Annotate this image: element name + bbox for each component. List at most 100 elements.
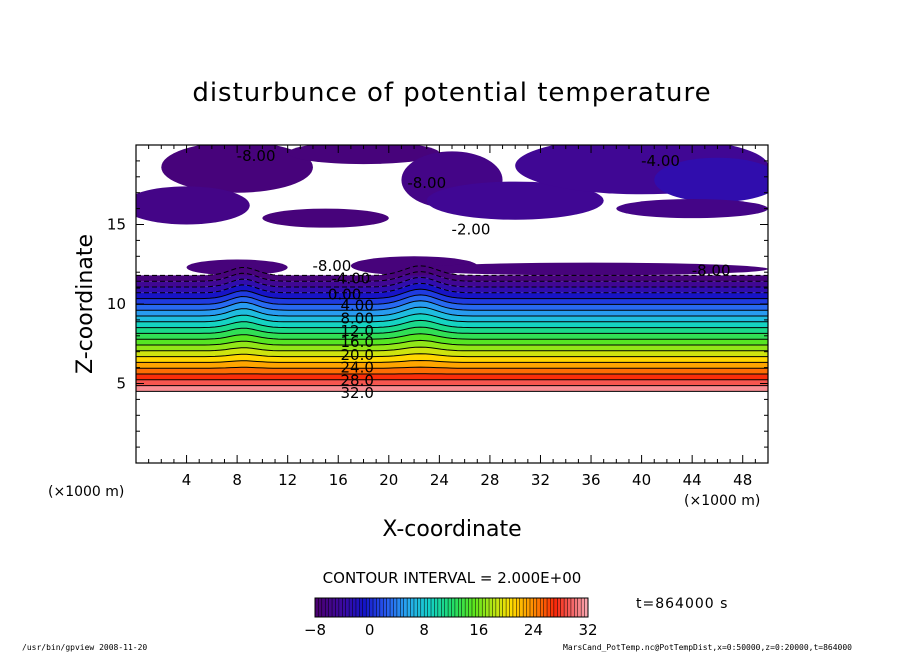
contour-label: 24.0 xyxy=(340,359,373,377)
colorbar-cell xyxy=(478,598,483,617)
colorbar-cell xyxy=(352,598,357,617)
colorbar-cell xyxy=(509,598,514,617)
colorbar-cell xyxy=(451,598,456,617)
contour-label: -4.00 xyxy=(641,152,680,170)
contour-line xyxy=(136,313,768,323)
colorbar-cell xyxy=(410,598,415,617)
colorbar-cell xyxy=(437,598,442,617)
colorbar-frame xyxy=(314,597,589,618)
contour-line-layer xyxy=(136,265,768,392)
turbulent-region xyxy=(287,145,440,165)
x-tick-label: 44 xyxy=(683,471,702,489)
colorbar-cell xyxy=(564,598,568,617)
contour-band xyxy=(136,333,768,345)
contour-label: 32.0 xyxy=(340,384,373,402)
colorbar-cell xyxy=(373,598,377,617)
turbulent-region xyxy=(616,199,768,219)
contour-band xyxy=(136,327,768,340)
colorbar-cell xyxy=(328,598,333,617)
contour-line xyxy=(136,282,768,294)
colorbar-cell xyxy=(400,598,405,617)
contour-label: -8.00 xyxy=(692,262,731,280)
colorbar-cell xyxy=(574,598,579,617)
turbulent-region xyxy=(654,157,768,203)
colorbar-tick-label: 8 xyxy=(419,621,429,639)
contour-interval-text: CONTOUR INTERVAL = 2.000E+00 xyxy=(323,569,582,587)
contour-line xyxy=(136,359,768,363)
contour-band xyxy=(136,353,768,363)
colorbar-cell xyxy=(516,598,521,617)
contour-label: 28.0 xyxy=(340,371,373,389)
x-tick-label: 4 xyxy=(182,471,192,489)
contour-label: -2.00 xyxy=(452,220,491,238)
colorbar-cell xyxy=(475,598,480,617)
colorbar-cell xyxy=(434,598,439,617)
y-axis-ticks: 5 10 15 xyxy=(107,160,768,448)
footer-right: MarsCand_PotTemp.nc@PotTempDist,x=0:5000… xyxy=(563,643,852,652)
x-tick-label: 12 xyxy=(278,471,297,489)
turbulent-region xyxy=(414,262,768,276)
contour-band xyxy=(136,385,768,392)
colorbar-cell xyxy=(349,598,353,617)
contour-band xyxy=(136,265,768,282)
contour-line xyxy=(136,333,768,340)
colorbar-cell xyxy=(454,598,459,617)
contour-label: 4.00 xyxy=(340,297,373,315)
colorbar-cell xyxy=(448,598,452,617)
colorbar-cell xyxy=(560,598,565,617)
colorbar-cell xyxy=(567,598,572,617)
time-label: t=864000 s xyxy=(636,596,728,612)
x-unit-left: (×1000 m) xyxy=(48,484,124,500)
x-unit-right: (×1000 m) xyxy=(684,493,760,509)
y-axis-label: Z-coordinate xyxy=(73,234,98,374)
colorbar-cell xyxy=(431,598,435,617)
colorbar-cell xyxy=(325,598,329,617)
x-tick-label: 36 xyxy=(581,471,600,489)
colorbar-cell xyxy=(519,598,524,617)
x-axis-label: X-coordinate xyxy=(382,517,521,542)
turbulent-region xyxy=(186,259,288,276)
contour-band xyxy=(136,307,768,322)
colorbar-cell xyxy=(444,598,449,617)
contour-line xyxy=(136,276,768,288)
y-tick-label: 10 xyxy=(107,295,126,313)
colorbar-cell xyxy=(553,598,558,617)
contour-label: 20.0 xyxy=(340,346,373,364)
turbulent-region xyxy=(262,208,389,228)
colorbar-cell xyxy=(485,598,490,617)
colorbar-tick-label: 32 xyxy=(578,621,597,639)
x-tick-label: 24 xyxy=(430,471,449,489)
colorbar-cell xyxy=(584,598,589,617)
contour-band xyxy=(136,379,768,386)
y-tick-label: 5 xyxy=(116,375,126,393)
chart-title: disturbunce of potential temperature xyxy=(192,78,711,108)
plot-area: -8.00-8.00-4.00-2.00-8.00-4.000.004.008.… xyxy=(107,144,769,489)
colorbar-cell xyxy=(461,598,466,617)
contour-band xyxy=(136,271,768,287)
contour-label: -8.00 xyxy=(313,257,352,275)
contour-line xyxy=(136,339,768,346)
colorbar-cell xyxy=(417,598,422,617)
contour-band xyxy=(136,289,768,305)
colorbar-tick-labels: −8 0 8 16 24 32 xyxy=(304,621,598,639)
colorbar-tick-label: 0 xyxy=(365,621,375,639)
turbulent-region xyxy=(136,186,250,225)
x-tick-label: 20 xyxy=(379,471,398,489)
contour-band xyxy=(136,340,768,351)
x-tick-label: 28 xyxy=(480,471,499,489)
colorbar-tick-label: 16 xyxy=(469,621,488,639)
contour-line xyxy=(136,366,768,369)
colorbar-cell xyxy=(393,598,398,617)
contour-band xyxy=(136,373,768,380)
x-tick-label: 40 xyxy=(632,471,651,489)
contour-line xyxy=(136,271,768,282)
colorbar-cell xyxy=(489,598,493,617)
colorbar-cell xyxy=(512,598,517,617)
colorbar-cell xyxy=(338,598,343,617)
colorbar-cell xyxy=(413,598,418,617)
contour-label: 0.00 xyxy=(328,285,361,303)
contour-band xyxy=(136,277,768,293)
contour-label: -8.00 xyxy=(237,147,276,165)
colorbar-cell xyxy=(458,598,463,617)
colorbar-cell xyxy=(482,598,486,617)
